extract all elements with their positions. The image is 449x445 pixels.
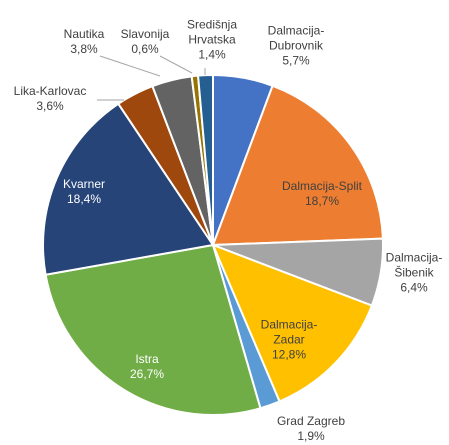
value-label: 5,7%: [282, 53, 310, 68]
category-label: Dalmacija-Šibenik: [385, 250, 443, 280]
leader-line: [99, 55, 161, 77]
category-label: Središnja Hrvatska: [186, 17, 238, 47]
slice-label: Grad Zagreb 1,9%: [261, 414, 361, 444]
value-label: 18,7%: [304, 194, 340, 208]
category-label: Dalmacija-Dubrovnik: [267, 23, 325, 53]
value-label: 12,8%: [271, 347, 307, 362]
slice-label: Slavonija 0,6%: [110, 27, 180, 57]
pie-slice: [196, 73, 214, 246]
pie-slice: [211, 84, 384, 247]
pie-slice: [211, 243, 374, 403]
category-label: Istra: [135, 352, 159, 366]
slice-label: Dalmacija-Šibenik 6,4%: [381, 251, 447, 296]
category-label: Kvarner: [62, 177, 106, 191]
value-label: 3,8%: [70, 42, 98, 56]
pie-slice: [42, 102, 215, 276]
category-label: Slavonija: [120, 27, 170, 41]
slice-label: Dalmacija-Split 18,7%: [257, 179, 387, 209]
category-label: Dalmacija-Zadar: [260, 317, 318, 347]
value-label: 6,4%: [400, 280, 428, 295]
slice-label: Kvarner 18,4%: [44, 177, 124, 207]
slice-label: Nautika 3,8%: [49, 27, 119, 57]
category-label: Grad Zagreb: [276, 414, 346, 428]
value-label: 3,6%: [36, 99, 64, 113]
category-label: Nautika: [63, 27, 105, 41]
pie-slice: [44, 243, 262, 416]
slice-label: Istra 26,7%: [107, 352, 187, 382]
value-label: 18,4%: [66, 192, 102, 206]
category-label: Lika-Karlovac: [13, 84, 87, 98]
slice-label: Središnja Hrvatska 1,4%: [177, 18, 247, 63]
value-label: 0,6%: [131, 42, 159, 56]
value-label: 1,9%: [297, 429, 325, 443]
slice-label: Dalmacija-Dubrovnik 5,7%: [256, 24, 336, 69]
slice-label: Lika-Karlovac 3,6%: [0, 84, 100, 114]
value-label: 1,4%: [198, 47, 226, 62]
category-label: Dalmacija-Split: [281, 179, 363, 193]
leader-line: [159, 55, 193, 74]
value-label: 26,7%: [129, 367, 165, 381]
slice-label: Dalmacija-Zadar 12,8%: [254, 318, 324, 363]
